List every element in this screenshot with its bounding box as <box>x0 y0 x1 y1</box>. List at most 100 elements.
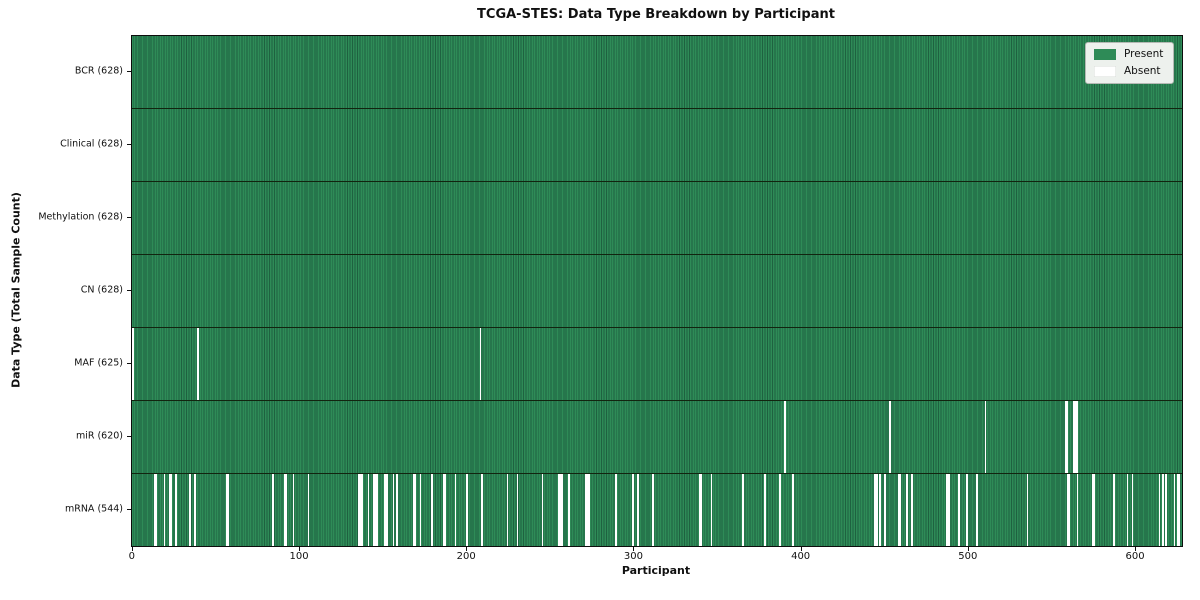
absent-bar <box>1076 401 1079 473</box>
absent-bar <box>1173 474 1176 546</box>
absent-bar <box>558 474 560 546</box>
absent-bar <box>359 474 362 546</box>
absent-bar <box>197 328 199 400</box>
absent-bar <box>1064 401 1067 473</box>
absent-bar <box>170 474 173 546</box>
absent-bar <box>193 474 196 546</box>
y-tick-mark <box>126 290 131 291</box>
y-tick-label-methylation: Methylation (628) <box>38 211 123 223</box>
absent-bar <box>1093 474 1096 546</box>
absent-bar <box>466 474 469 546</box>
y-tick-label-bcr: BCR (628) <box>74 65 123 77</box>
y-tick-label-mrna: mRNA (544) <box>64 503 123 515</box>
x-tick-label-200: 200 <box>456 551 476 562</box>
absent-bar <box>1026 474 1029 546</box>
absent-bar <box>392 474 395 546</box>
absent-bar <box>284 474 286 546</box>
absent-bar <box>784 401 786 473</box>
x-tick-label-400: 400 <box>791 551 811 562</box>
row-methylation <box>132 181 1182 254</box>
y-tick-label-mir: miR (620) <box>75 430 123 442</box>
y-tick-mark <box>126 144 131 146</box>
x-axis-label: Participant <box>621 564 691 577</box>
absent-bar <box>876 474 878 546</box>
absent-bar <box>585 474 587 546</box>
absent-bar <box>1176 474 1179 546</box>
absent-bar <box>897 474 900 546</box>
absent-bar <box>419 474 422 546</box>
x-tick-mark <box>131 546 133 551</box>
absent-bar <box>651 474 654 546</box>
row-maf <box>132 327 1182 400</box>
absent-bar <box>615 474 617 546</box>
absent-bar <box>874 474 877 546</box>
absent-bar <box>1068 474 1070 546</box>
absent-bar <box>879 474 882 546</box>
absent-bar <box>168 474 171 546</box>
absent-bar <box>1126 474 1129 546</box>
absent-bar <box>444 474 447 546</box>
absent-bar <box>1161 474 1164 546</box>
y-tick-mark <box>126 362 131 364</box>
absent-bar <box>357 474 360 546</box>
absent-bar <box>396 474 398 546</box>
absent-bar <box>479 328 482 400</box>
legend-entry-absent: Absent <box>1094 65 1163 77</box>
absent-bar <box>454 474 457 546</box>
absent-bar <box>412 474 415 546</box>
x-tick-mark <box>299 546 301 551</box>
y-tick-mark <box>126 435 131 437</box>
y-tick-mark <box>126 508 131 510</box>
x-tick-mark <box>466 546 468 551</box>
x-tick-mark <box>633 546 635 551</box>
absent-bar <box>272 474 275 546</box>
absent-bar <box>911 474 913 546</box>
y-tick-mark <box>126 217 131 219</box>
x-tick-mark <box>800 546 802 551</box>
absent-bar <box>367 474 370 546</box>
absent-bar <box>386 474 388 546</box>
absent-bar <box>884 474 887 546</box>
absent-bar <box>431 474 433 546</box>
x-tick-label-300: 300 <box>623 551 643 562</box>
row-bcr <box>132 36 1182 108</box>
absent-bar <box>636 474 639 546</box>
y-tick-mark <box>126 71 131 73</box>
x-tick-label-600: 600 <box>1125 551 1145 562</box>
absent-bar <box>976 474 978 546</box>
absent-bar <box>285 474 288 546</box>
x-tick-mark <box>1135 546 1137 551</box>
legend: Present Absent <box>1085 42 1175 84</box>
absent-bar <box>568 474 571 546</box>
row-cn <box>132 254 1182 327</box>
row-mrna <box>132 473 1182 546</box>
absent-bar <box>947 474 950 546</box>
chart-title: TCGA-STES: Data Type Breakdown by Partic… <box>477 7 835 22</box>
absent-bar <box>1113 474 1116 546</box>
x-tick-label-500: 500 <box>958 551 978 562</box>
absent-bar <box>1066 401 1069 473</box>
x-tick-mark <box>967 546 969 551</box>
absent-bar <box>742 474 744 546</box>
absent-bar <box>516 474 519 546</box>
absent-bar <box>764 474 766 546</box>
present-swatch-icon <box>1094 48 1116 60</box>
absent-bar <box>374 474 377 546</box>
absent-bar <box>906 474 908 546</box>
row-mir <box>132 400 1182 473</box>
absent-bar <box>1066 474 1069 546</box>
absent-bar <box>588 474 591 546</box>
absent-bar <box>361 474 363 546</box>
absent-bar <box>1074 401 1077 473</box>
absent-bar <box>1178 474 1181 546</box>
absent-bar <box>1076 474 1079 546</box>
absent-bar <box>153 474 156 546</box>
absent-bar <box>155 474 158 546</box>
absent-bar <box>700 474 703 546</box>
y-tick-label-cn: CN (628) <box>80 284 123 296</box>
plot-area <box>131 35 1183 547</box>
legend-present-label: Present <box>1124 48 1164 60</box>
legend-absent-label: Absent <box>1124 65 1161 77</box>
y-tick-label-maf: MAF (625) <box>74 357 123 369</box>
